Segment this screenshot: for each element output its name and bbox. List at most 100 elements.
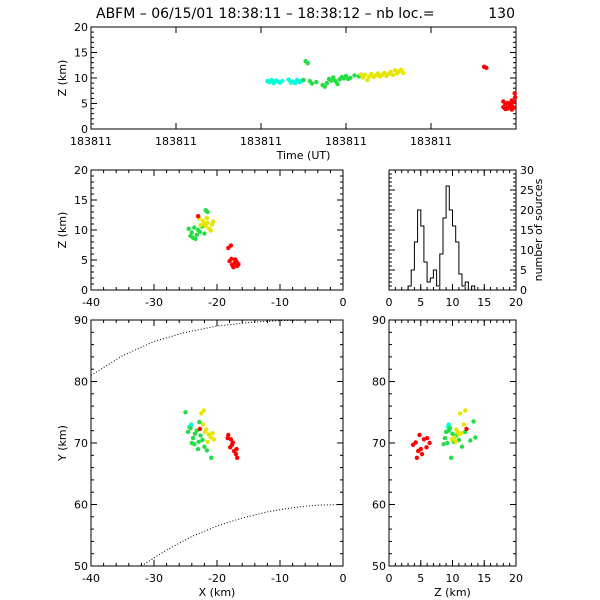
y-tick-label: 0 [520, 284, 527, 297]
source-point [348, 75, 353, 81]
y-tick-label: 50 [372, 560, 386, 573]
x-tick-label: 0 [340, 296, 347, 309]
source-point [382, 70, 387, 76]
source-point [456, 437, 462, 443]
source-point [201, 408, 206, 413]
x-tick-label: -10 [271, 296, 289, 309]
source-point [424, 445, 429, 450]
source-point [195, 214, 201, 219]
x-tick-label: 0 [386, 296, 393, 309]
y-tick-label: 10 [74, 72, 88, 85]
x-tick-label: 15 [477, 572, 491, 585]
source-point [362, 72, 368, 78]
source-point [200, 422, 206, 427]
source-point [309, 81, 315, 86]
histogram-bar [443, 218, 446, 290]
source-point [390, 72, 395, 78]
histogram-bar [433, 270, 436, 290]
source-count: 130 [488, 6, 515, 22]
x-tick-label: -10 [271, 572, 289, 585]
source-point [392, 68, 398, 73]
source-point [424, 435, 430, 441]
source-point [324, 80, 330, 86]
x-tick-label: -40 [82, 572, 100, 585]
x-tick-label: 5 [417, 572, 424, 585]
time-height-panel: 183811 183811 183811 183811 18381105101520Ti… [56, 21, 518, 162]
histogram-step [407, 185, 478, 291]
histogram-bar [449, 210, 452, 290]
source-point [198, 433, 203, 438]
y-tick-label: 60 [74, 499, 88, 512]
source-point [194, 232, 199, 237]
x-tick-label: 0 [340, 572, 347, 585]
source-point [455, 429, 460, 435]
y-tick-label: 90 [74, 314, 88, 327]
source-point [194, 428, 199, 433]
source-point [301, 77, 306, 83]
y-tick-label: 5 [520, 264, 527, 277]
source-point [446, 428, 451, 433]
x-tick-label: 10 [446, 296, 460, 309]
source-point [198, 223, 203, 228]
source-point [231, 265, 236, 270]
source-point [210, 431, 215, 436]
x-tick-label: -30 [145, 572, 163, 585]
source-point [197, 426, 203, 432]
source-point [205, 209, 210, 215]
source-point [468, 438, 473, 443]
source-point [209, 455, 214, 460]
source-point [509, 98, 514, 103]
source-point [450, 431, 455, 436]
y-tick-label: 90 [372, 314, 386, 327]
source-point [484, 65, 489, 71]
source-point [204, 215, 210, 221]
source-point [202, 444, 207, 449]
source-point [375, 71, 381, 76]
x-height-panel: -40 -30 -20 -10 0 0 5 10 15 20 Z (km) [56, 164, 347, 309]
source-point [414, 455, 420, 460]
source-point [505, 106, 510, 111]
range-ring [141, 504, 344, 567]
source-point [202, 221, 207, 227]
source-point [328, 78, 334, 83]
source-point [427, 440, 432, 446]
histogram-bar [465, 282, 468, 290]
source-point [453, 439, 458, 444]
source-point [192, 225, 197, 230]
x-tick-label: 183811 [325, 135, 367, 148]
source-point [236, 262, 241, 267]
source-point [352, 73, 357, 78]
source-point [204, 448, 210, 453]
source-point [471, 419, 476, 424]
source-point [401, 70, 406, 76]
x-tick-label: -40 [82, 296, 100, 309]
source-point [445, 440, 450, 446]
x-tick-label: -20 [208, 296, 226, 309]
source-point [449, 455, 454, 460]
source-point [449, 437, 455, 442]
histogram-bar [408, 286, 411, 290]
source-point [335, 81, 340, 87]
histogram-bar [421, 226, 424, 290]
source-point [233, 257, 238, 262]
height-y-panel: 0 5 10 15 20 50 60 70 80 90 Z (km) [372, 314, 523, 599]
source-point [197, 419, 202, 425]
y-axis-label: Y (km) [56, 425, 69, 462]
source-point [305, 61, 310, 66]
source-point [189, 440, 194, 446]
source-point [186, 226, 191, 231]
histogram-bar [430, 278, 433, 290]
source-point [461, 422, 467, 427]
y-tick-label: 20 [74, 21, 88, 34]
source-point [208, 228, 213, 233]
y-tick-label: 70 [372, 437, 386, 450]
source-point [358, 72, 364, 77]
y-tick-label: 5 [81, 254, 88, 267]
histogram-bar [418, 210, 421, 290]
source-point [417, 432, 422, 438]
source-point [463, 408, 468, 413]
source-point [189, 422, 194, 427]
y-tick-label: 5 [81, 98, 88, 111]
source-point [211, 437, 216, 442]
